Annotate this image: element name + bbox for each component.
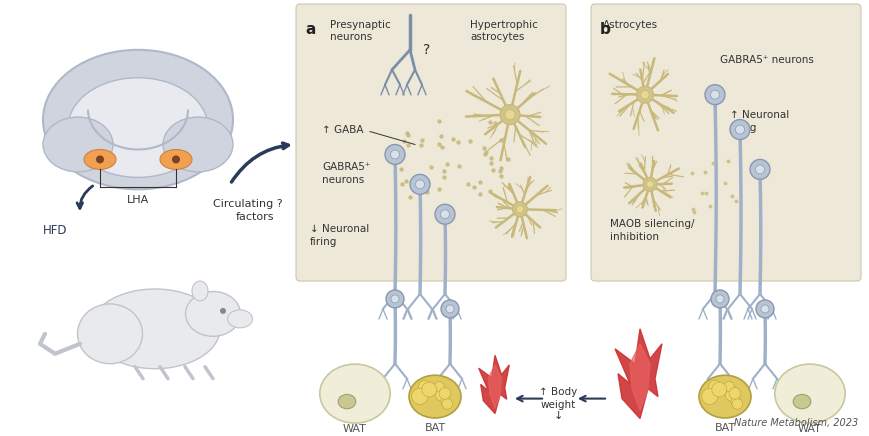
Circle shape [710,290,728,308]
Text: Nature Metabolism, 2023: Nature Metabolism, 2023 [733,419,857,429]
Text: Presynaptic
neurons: Presynaptic neurons [329,20,390,42]
Circle shape [435,388,448,402]
Text: ↑ GABA: ↑ GABA [322,125,363,135]
Circle shape [390,150,399,159]
Circle shape [734,125,744,134]
Ellipse shape [43,50,233,189]
Polygon shape [488,365,501,409]
Circle shape [409,174,429,194]
Circle shape [385,144,405,164]
Polygon shape [478,355,508,413]
Text: a: a [305,22,315,37]
Circle shape [723,382,733,392]
Circle shape [504,109,514,119]
Polygon shape [629,344,649,411]
Circle shape [440,210,449,219]
Text: weight: weight [540,399,575,409]
Circle shape [725,388,738,402]
Circle shape [710,90,719,99]
Text: ↓ Neuronal: ↓ Neuronal [309,224,368,234]
Ellipse shape [338,395,355,409]
Text: Hypertrophic
astrocytes: Hypertrophic astrocytes [469,20,537,42]
Circle shape [730,396,740,406]
Text: BAT: BAT [424,422,445,433]
Ellipse shape [43,117,113,172]
Circle shape [715,295,723,303]
Ellipse shape [408,375,461,418]
Circle shape [636,86,653,103]
Circle shape [512,202,527,217]
Circle shape [729,119,749,140]
Circle shape [390,295,399,303]
Text: inhibition: inhibition [609,232,658,242]
Circle shape [640,90,648,99]
Text: ↑ Body: ↑ Body [538,387,576,397]
Text: ↑ Neuronal: ↑ Neuronal [729,109,788,119]
Ellipse shape [320,364,390,423]
Circle shape [704,85,724,105]
Circle shape [446,305,454,313]
Text: neurons: neurons [322,175,364,185]
Ellipse shape [84,150,116,170]
Circle shape [701,388,717,405]
Text: WAT: WAT [797,423,821,433]
Ellipse shape [698,375,750,418]
Circle shape [749,160,769,179]
Circle shape [415,180,424,189]
Circle shape [711,382,726,397]
Circle shape [411,388,428,405]
FancyBboxPatch shape [295,4,566,281]
Text: BAT: BAT [713,422,734,433]
Text: LHA: LHA [127,195,149,205]
Circle shape [421,382,436,397]
Ellipse shape [90,289,220,369]
Text: Astrocytes: Astrocytes [602,20,657,30]
Circle shape [731,399,742,409]
Circle shape [646,181,653,188]
Text: b: b [600,22,610,37]
Text: HFD: HFD [43,224,67,237]
Circle shape [755,300,773,318]
Polygon shape [614,329,661,419]
Text: MAOB silencing/: MAOB silencing/ [609,219,693,229]
Circle shape [434,382,444,392]
Ellipse shape [793,395,810,409]
Circle shape [441,396,450,406]
Text: WAT: WAT [342,423,367,433]
Ellipse shape [163,117,233,172]
Circle shape [708,380,720,393]
Text: firing: firing [729,123,757,133]
Ellipse shape [192,281,208,301]
Ellipse shape [185,292,240,336]
Ellipse shape [774,364,844,423]
Text: ?: ? [423,43,430,57]
Circle shape [96,156,104,164]
FancyBboxPatch shape [590,4,860,281]
Circle shape [439,388,450,399]
Circle shape [500,105,520,125]
Circle shape [515,205,523,213]
Ellipse shape [68,78,208,177]
Circle shape [441,300,459,318]
Circle shape [642,177,656,191]
Text: GABRA5⁺: GABRA5⁺ [322,163,370,172]
Circle shape [728,388,740,399]
Circle shape [441,399,452,409]
Text: Circulating ?: Circulating ? [213,199,282,209]
Circle shape [220,308,226,314]
Circle shape [754,165,764,174]
Text: firing: firing [309,237,337,247]
Text: factors: factors [235,212,274,222]
Text: ↓: ↓ [553,411,562,421]
Circle shape [172,156,180,164]
Circle shape [760,305,768,313]
Ellipse shape [227,310,252,328]
Circle shape [434,204,454,224]
Circle shape [418,380,431,393]
Ellipse shape [160,150,192,170]
Text: GABRA5⁺ neurons: GABRA5⁺ neurons [720,55,813,65]
Ellipse shape [77,304,143,364]
Circle shape [386,290,403,308]
